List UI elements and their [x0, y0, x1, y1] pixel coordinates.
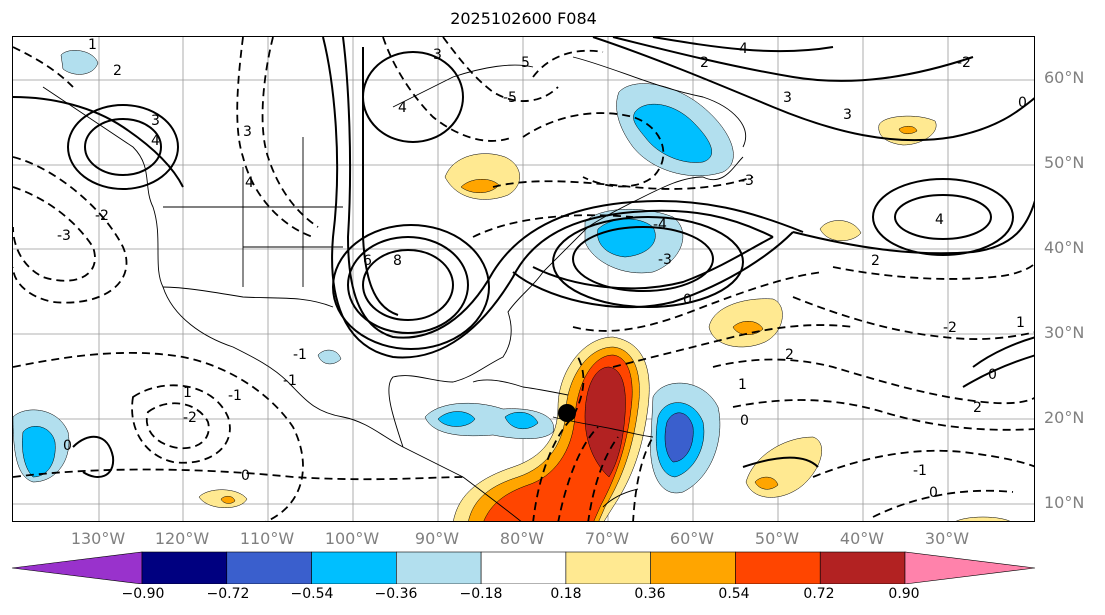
colorbar-segment: [819, 551, 906, 584]
colorbar-tick-label: 0.90: [888, 586, 920, 602]
contour-label: 3: [843, 107, 852, 123]
colorbar-tick-label: 0.18: [550, 586, 582, 602]
contour-label: -4: [653, 217, 667, 233]
contour-label: -2: [943, 320, 957, 336]
lon-label: 90°W: [414, 529, 460, 548]
contour-label: 4: [739, 41, 748, 57]
colorbar-tick-label: −0.54: [290, 586, 334, 602]
lat-label: 40°N: [1044, 238, 1085, 257]
contour-label: -2: [183, 410, 197, 426]
colorbar-segment: [480, 551, 567, 584]
lon-label: 60°W: [669, 529, 715, 548]
contour-label: 0: [63, 438, 72, 454]
contour-label: -5: [503, 90, 517, 106]
contour-label: 0: [988, 367, 997, 383]
map-canvas: 1 2 3 4 -3 -2 3 4 6 8 5 -5 4 3 2 4 3 -3 …: [13, 37, 1034, 521]
solid-contours: [13, 37, 1034, 478]
colorbar-tick-label: 0.36: [634, 586, 666, 602]
colorbar-segment: [311, 551, 397, 584]
contour-label: 2: [113, 63, 122, 79]
lat-label: 10°N: [1044, 493, 1085, 512]
lon-label: 50°W: [754, 529, 800, 548]
contour-label: 2: [973, 400, 982, 416]
contour-label: 4: [245, 175, 254, 191]
colorbar-tick-label: 0.72: [803, 586, 835, 602]
contour-label: -1: [293, 347, 307, 363]
coastlines: [42, 56, 747, 521]
lon-label: 30°W: [924, 529, 970, 548]
contour-label: 0: [241, 468, 250, 484]
contour-label: -3: [57, 228, 71, 244]
colorbar-segment: [650, 551, 736, 584]
storm-center-marker: [558, 404, 576, 422]
contour-label: 1: [738, 377, 747, 393]
lat-label: 50°N: [1044, 153, 1085, 172]
colorbar-tick-label: −0.72: [206, 586, 250, 602]
contour-label: 3: [783, 90, 792, 106]
shaded-anomalies: [13, 50, 1010, 521]
colorbar-segment: [565, 551, 651, 584]
lat-label: 60°N: [1044, 68, 1085, 87]
contour-label: 8: [393, 253, 402, 269]
lat-label: 20°N: [1044, 408, 1085, 427]
contour-label: 2: [785, 347, 794, 363]
contour-label: 3: [151, 113, 160, 129]
lat-label: 30°N: [1044, 323, 1085, 342]
contour-label: -1: [913, 463, 927, 479]
contour-label: 4: [398, 100, 407, 116]
colorbar-segment: [735, 551, 821, 584]
colorbar-segment: [396, 551, 482, 584]
contour-label: -2: [957, 55, 971, 71]
lon-label: 70°W: [584, 529, 630, 548]
contour-label: -1: [228, 388, 242, 404]
contour-label: 4: [151, 133, 160, 149]
contour-label: -1: [283, 373, 297, 389]
contour-label: 0: [683, 292, 692, 308]
contour-label: 3: [243, 124, 252, 140]
colorbar-tick-label: −0.36: [374, 586, 418, 602]
lon-label: 120°W: [154, 529, 210, 548]
lon-label: 110°W: [239, 529, 295, 548]
contour-label: 0: [929, 485, 938, 501]
contour-label: -3: [740, 173, 754, 189]
map-panel: 1 2 3 4 -3 -2 3 4 6 8 5 -5 4 3 2 4 3 -3 …: [12, 36, 1035, 522]
contour-label: 5: [521, 55, 530, 71]
colorbar-segment: [904, 551, 1036, 584]
lon-label: 40°W: [839, 529, 885, 548]
colorbar-tick-label: −0.90: [121, 586, 165, 602]
lon-label: 100°W: [324, 529, 380, 548]
figure-title: 2025102600 F084: [450, 9, 597, 28]
contour-label: 3: [433, 47, 442, 63]
colorbar-tick-label: 0.54: [718, 586, 750, 602]
contour-label: 0: [1018, 95, 1027, 111]
contour-label: 1: [183, 385, 192, 401]
colorbar-tick-label: −0.18: [459, 586, 503, 602]
contour-label: 2: [871, 253, 880, 269]
contour-label: -2: [95, 208, 109, 224]
contour-label: 4: [935, 212, 944, 228]
contour-label: 1: [88, 37, 97, 53]
lon-label: 80°W: [499, 529, 545, 548]
contour-label: 0: [740, 413, 749, 429]
contour-label: 2: [700, 55, 709, 71]
colorbar-segment: [11, 551, 143, 584]
contour-labels: 1 2 3 4 -3 -2 3 4 6 8 5 -5 4 3 2 4 3 -3 …: [57, 37, 1027, 501]
contour-label: 1: [1016, 315, 1025, 331]
colorbar: [11, 551, 1036, 584]
colorbar-segment: [141, 551, 228, 584]
contour-label: 6: [363, 253, 372, 269]
dashed-contours: [13, 37, 1034, 521]
colorbar-segment: [226, 551, 312, 584]
contour-label: -3: [658, 252, 672, 268]
lon-label: 130°W: [70, 529, 126, 548]
